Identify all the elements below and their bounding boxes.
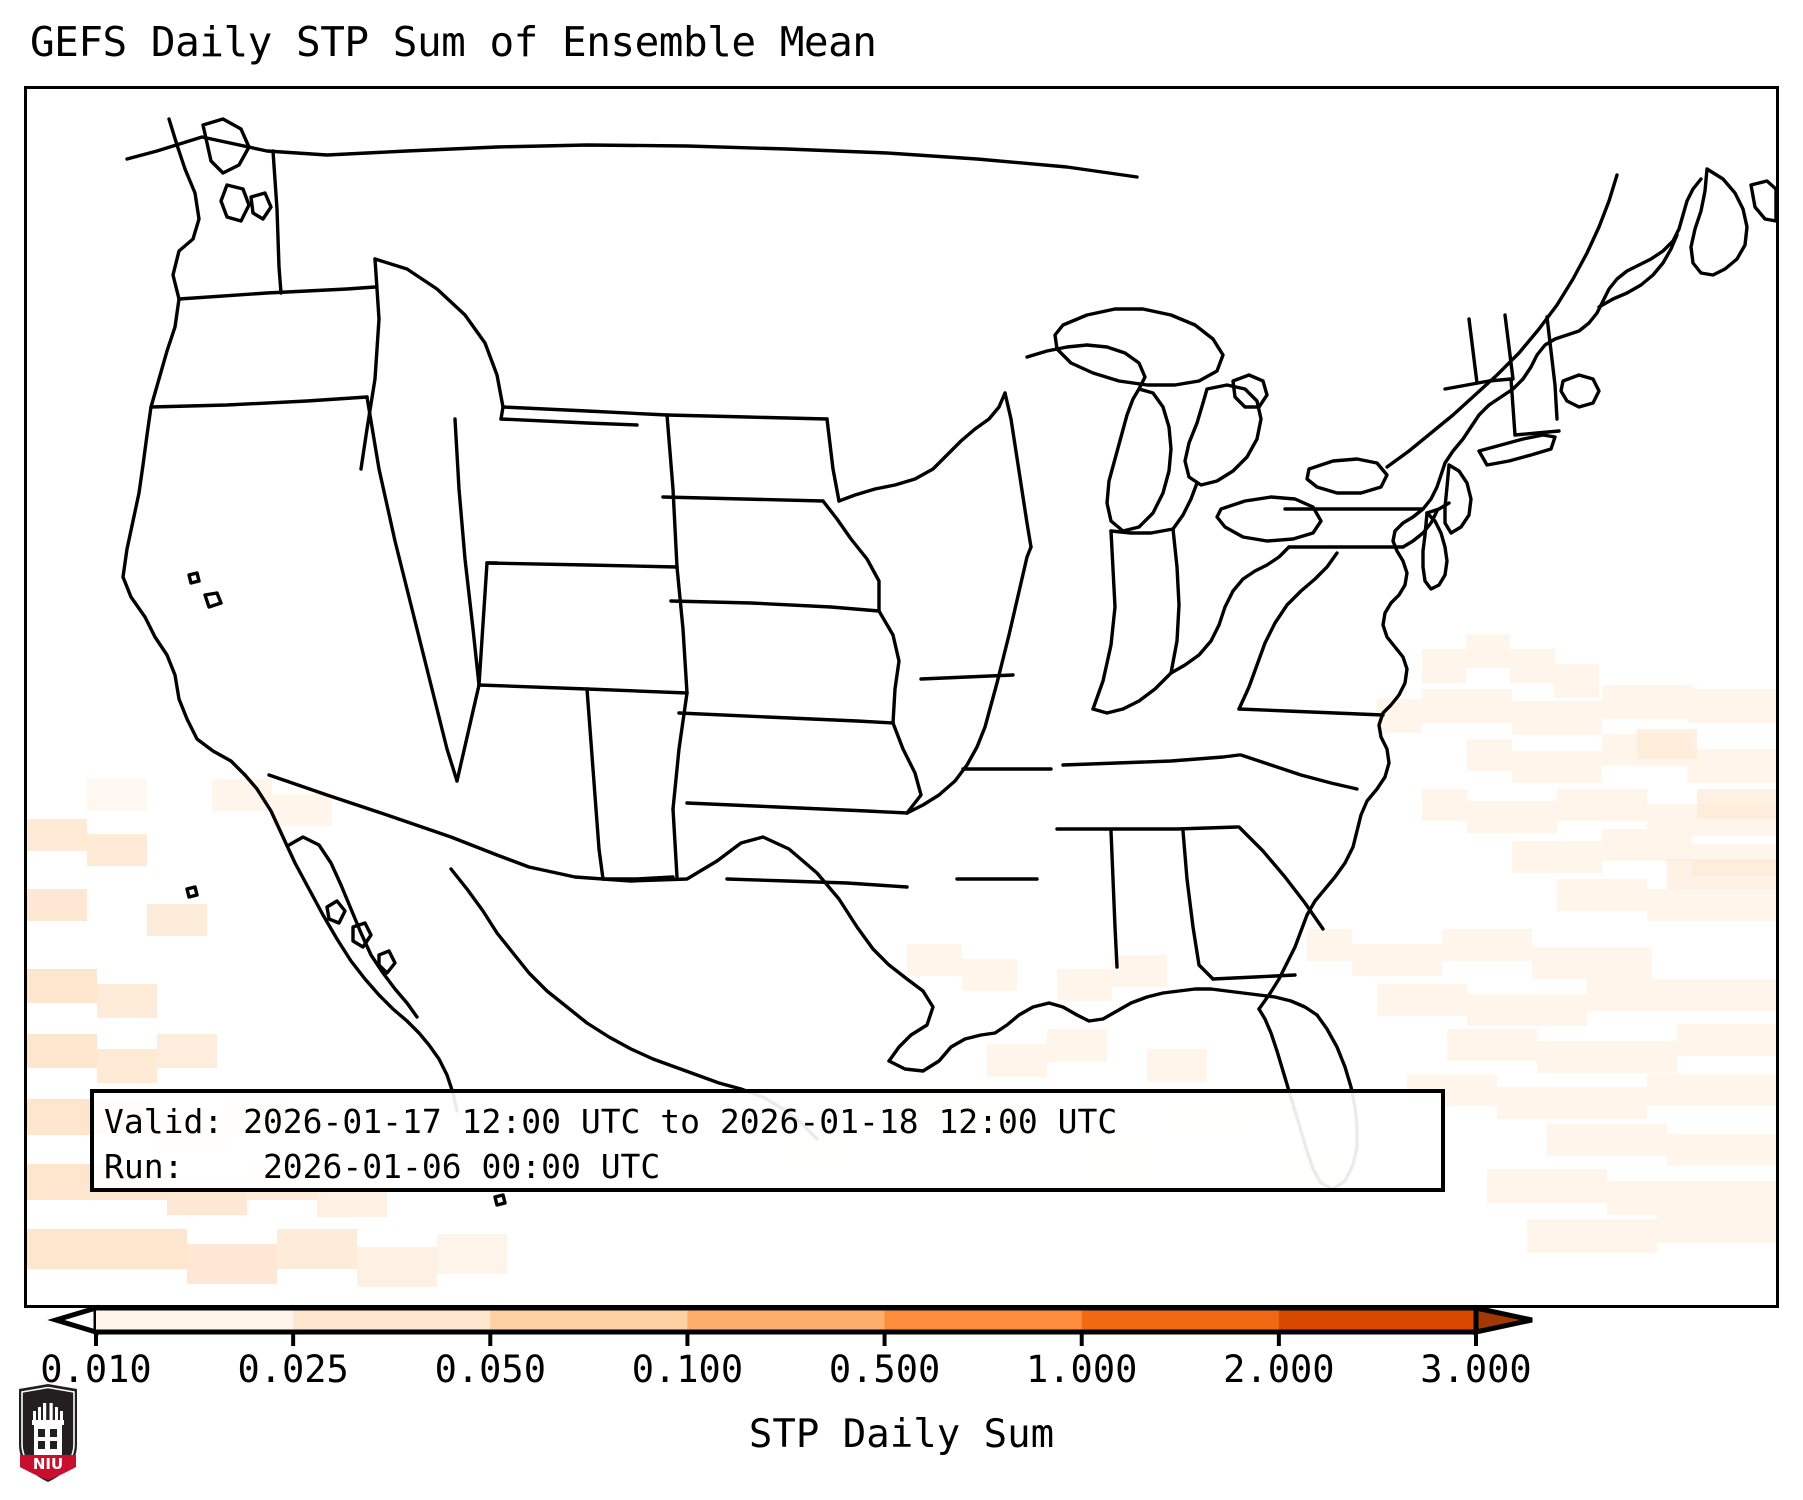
colorbar-band xyxy=(1278,1308,1477,1332)
colorbar-tick-label: 1.000 xyxy=(1026,1348,1138,1391)
colorbar-tick-label: 0.500 xyxy=(828,1348,941,1391)
page-title: GEFS Daily STP Sum of Ensemble Mean xyxy=(30,18,877,66)
colorbar-band xyxy=(490,1308,689,1332)
valid-time-text: Valid: 2026-01-17 12:00 UTC to 2026-01-1… xyxy=(104,1102,1118,1141)
colorbar-band xyxy=(1081,1308,1280,1332)
colorbar-axis-label: STP Daily Sum xyxy=(748,1412,1055,1457)
info-box: Valid: 2026-01-17 12:00 UTC to 2026-01-1… xyxy=(90,1089,1445,1192)
colorbar-tick-label: 0.025 xyxy=(237,1348,349,1391)
run-time-text: Run: 2026-01-06 00:00 UTC xyxy=(104,1147,661,1186)
niu-castle-windows xyxy=(38,1429,57,1449)
niu-logo[interactable]: NIU xyxy=(17,1383,79,1483)
map-panel[interactable]: Valid: 2026-01-17 12:00 UTC to 2026-01-1… xyxy=(24,86,1779,1308)
colorbar-tick-label: 0.050 xyxy=(434,1348,546,1391)
colorbar-extend-low xyxy=(47,1304,99,1336)
colorbar-band xyxy=(687,1308,886,1332)
niu-banner-text: NIU xyxy=(33,1455,63,1473)
colorbar-band xyxy=(96,1308,294,1332)
conus-map-svg xyxy=(27,117,1776,1287)
stp-shading-layer xyxy=(27,634,1776,1287)
colorbar-tick-label: 3.000 xyxy=(1420,1348,1532,1391)
colorbar[interactable] xyxy=(0,1300,1803,1348)
colorbar-tick-label: 2.000 xyxy=(1223,1348,1335,1391)
niu-banner xyxy=(20,1455,76,1480)
colorbar-tick-labels: 0.010 0.025 0.050 0.100 0.500 1.000 2.000 3.000 xyxy=(0,1348,1803,1398)
colorbar-band xyxy=(884,1308,1083,1332)
colorbar-svg xyxy=(47,1304,1533,1346)
colorbar-tick-label: 0.100 xyxy=(631,1348,744,1391)
colorbar-extend-high xyxy=(1473,1304,1533,1336)
colorbar-band xyxy=(293,1308,491,1332)
map-geography xyxy=(121,117,1776,1207)
colorbar-tick-label: 0.010 xyxy=(40,1348,152,1391)
